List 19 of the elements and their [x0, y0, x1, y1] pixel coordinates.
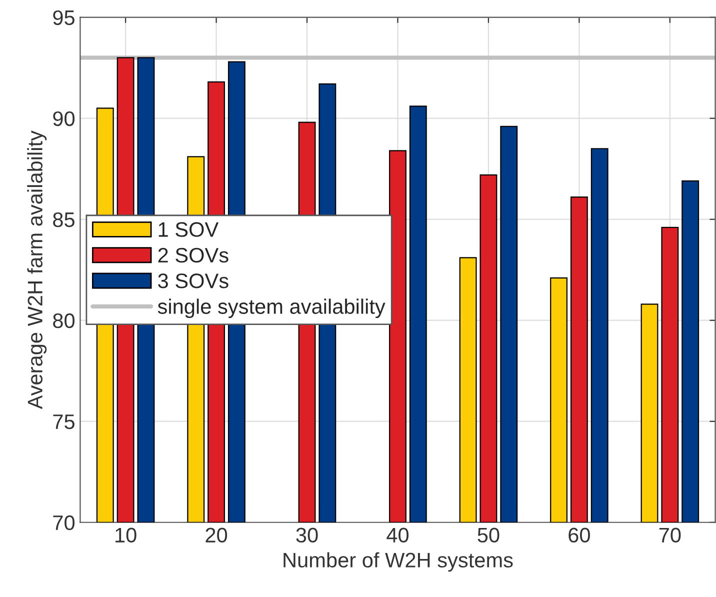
y-tick-label: 80 [53, 313, 75, 328]
legend-label: single system availability [158, 298, 386, 318]
x-tick-label: 50 [478, 528, 500, 543]
x-tick-label: 60 [568, 528, 590, 543]
y-tick-label: 70 [53, 515, 75, 530]
y-tick-label: 95 [53, 10, 74, 26]
legend-label: 2 SOVs [158, 248, 228, 263]
y-tick-label: 85 [53, 212, 74, 228]
x-axis-title: Number of W2H systems [284, 552, 513, 572]
legend-label: 1 SOV [158, 222, 219, 237]
x-tick-label: 40 [386, 528, 409, 543]
x-tick-label: 10 [116, 528, 136, 543]
y-tick-label: 90 [53, 111, 75, 126]
y-tick-label: 75 [53, 414, 74, 430]
x-tick-label: 70 [659, 528, 681, 543]
x-tick-label: 20 [206, 528, 228, 543]
x-tick-label: 30 [296, 528, 318, 543]
legend-label: 3 SOVs [158, 274, 228, 288]
y-axis-title: Average W2H farm availability [27, 130, 47, 410]
